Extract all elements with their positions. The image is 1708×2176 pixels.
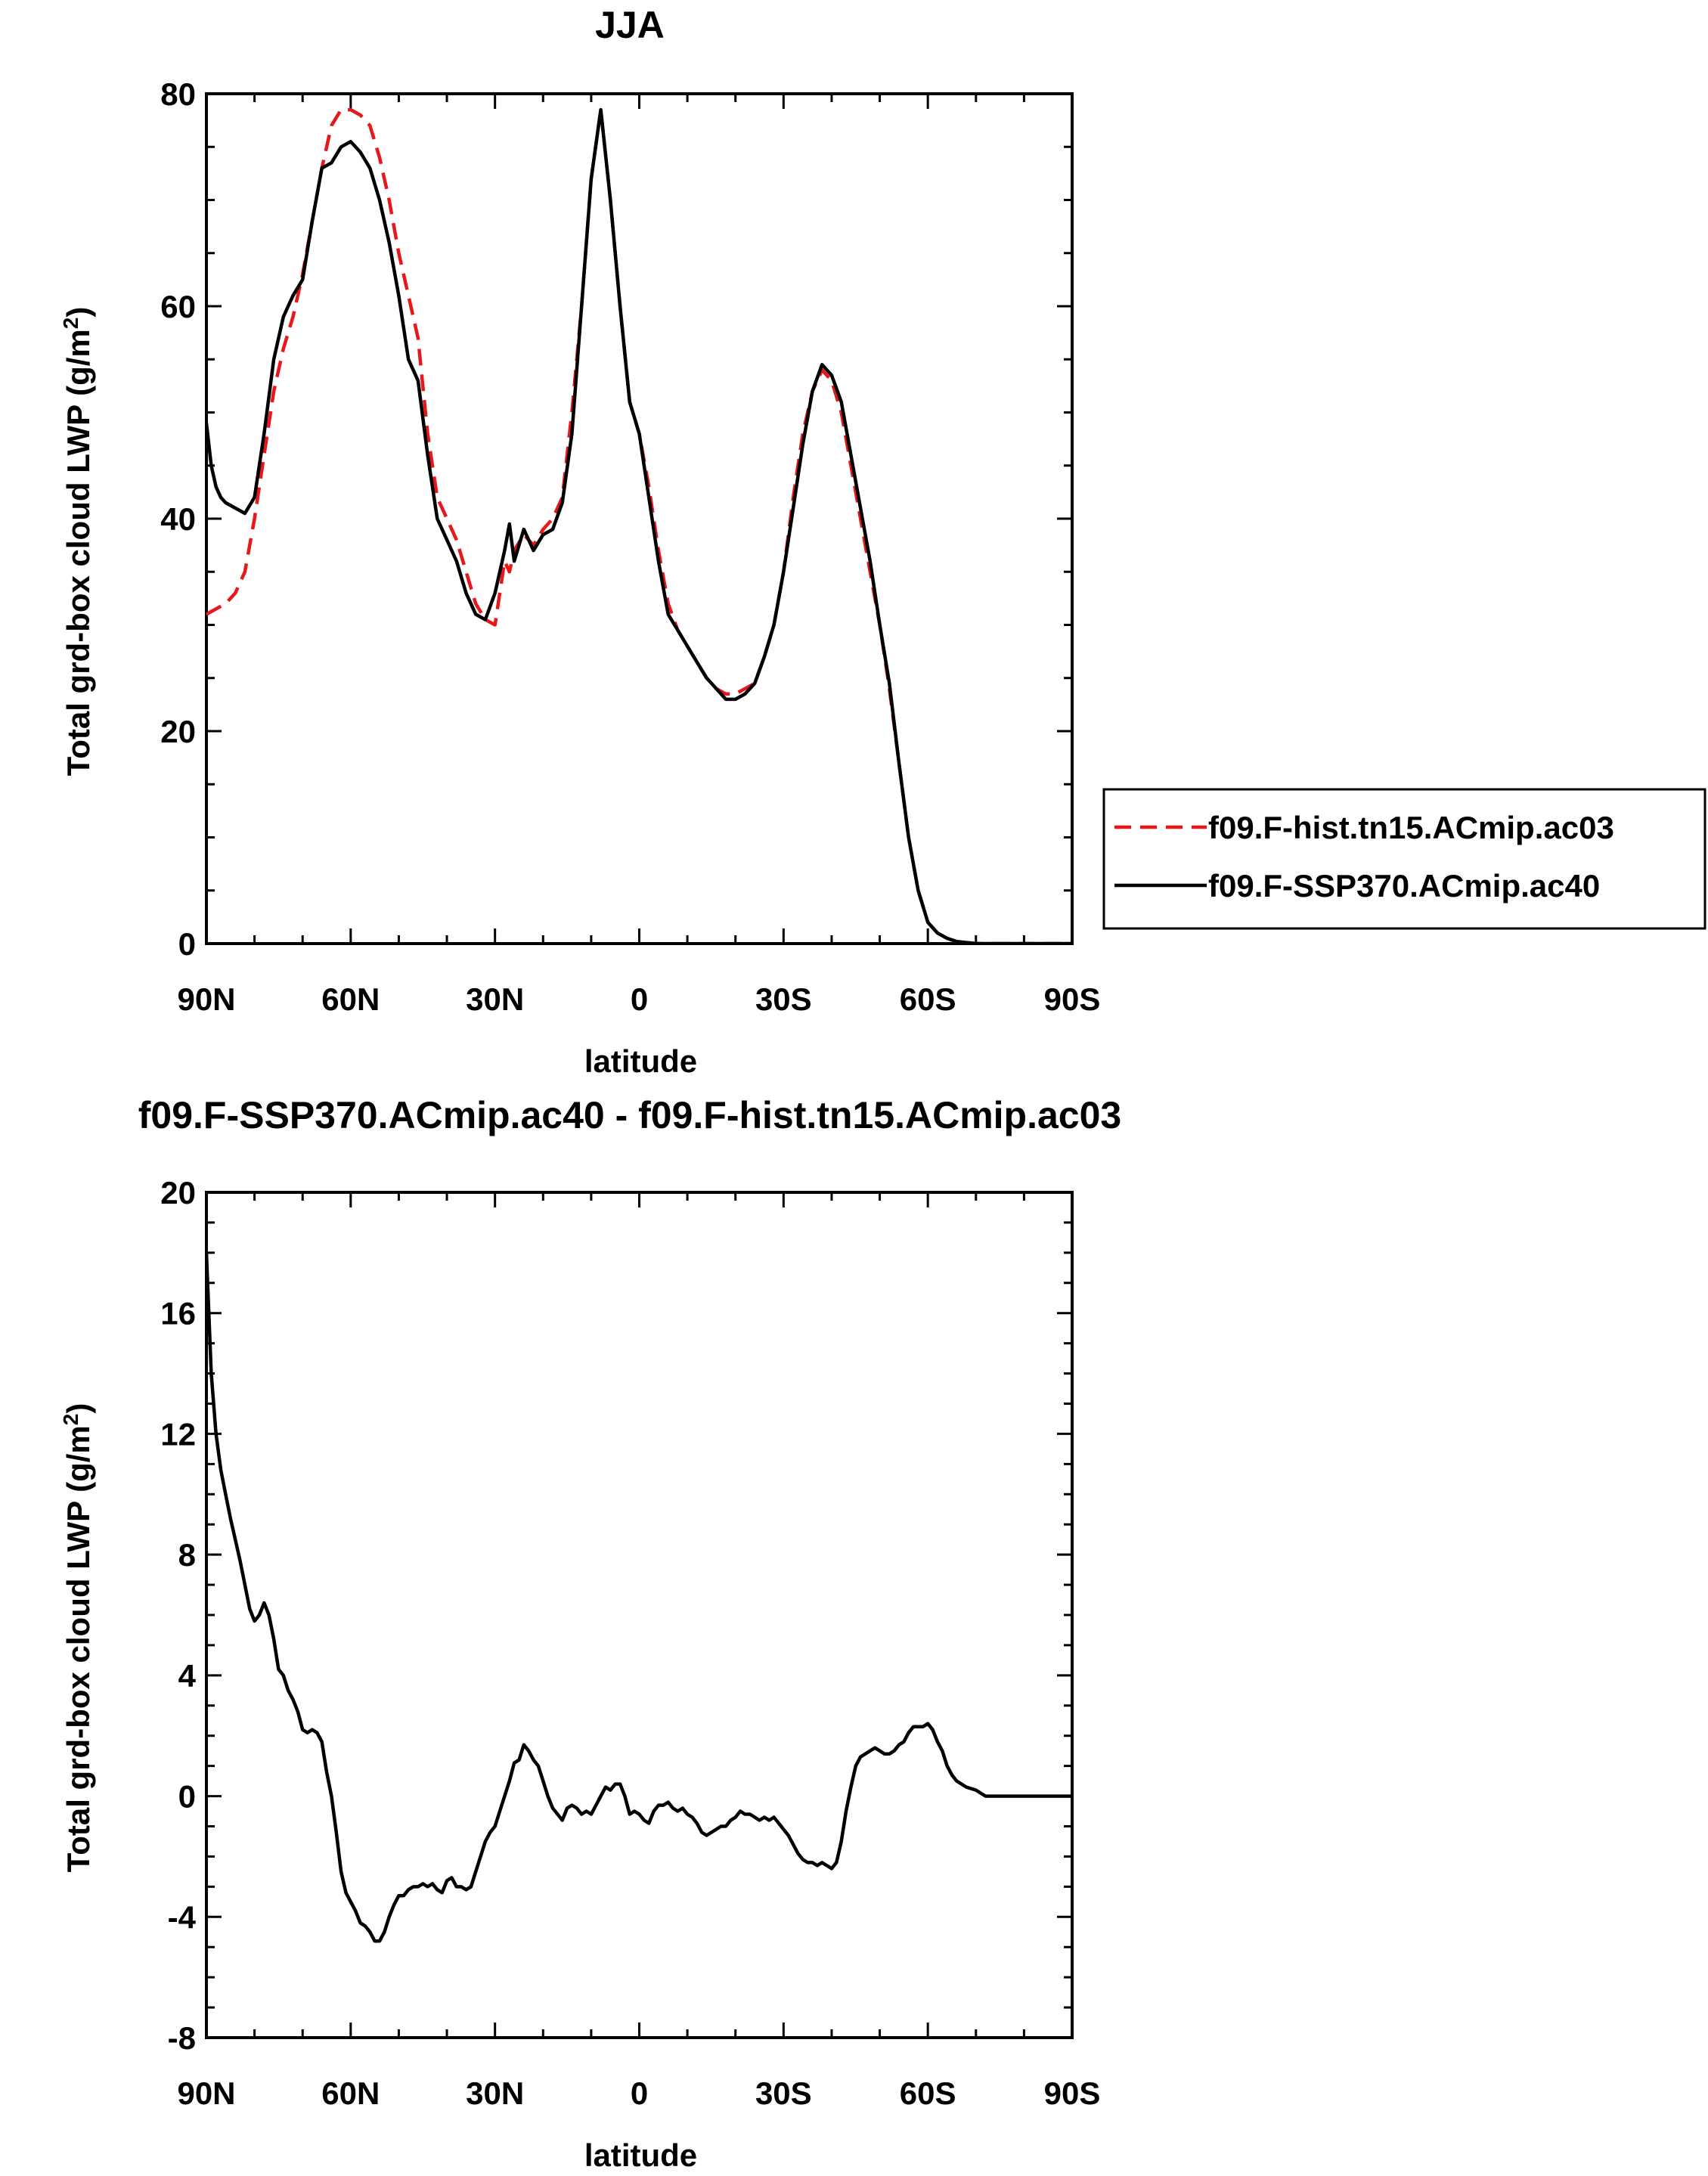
- y-tick-label: 8: [178, 1537, 196, 1573]
- y-axis-label-close: ): [60, 307, 96, 318]
- x-tick-label: 0: [631, 981, 648, 1017]
- y-tick-label: 0: [178, 1779, 196, 1815]
- y-tick-label: 4: [178, 1658, 197, 1694]
- series-line-1: [206, 107, 1072, 944]
- x-tick-label: 90N: [177, 2075, 235, 2111]
- x-tick-label: 60N: [321, 2075, 380, 2111]
- legend-label-1: f09.F-hist.tn15.ACmip.ac03: [1208, 810, 1614, 845]
- legend-label-2: f09.F-SSP370.ACmip.ac40: [1208, 868, 1600, 904]
- legend: f09.F-hist.tn15.ACmip.ac03 f09.F-SSP370.A…: [1102, 788, 1706, 930]
- y-axis-label: Total grd-box cloud LWP (g/m2): [59, 1403, 97, 1873]
- y-tick-label: -8: [168, 2020, 196, 2056]
- x-tick-label: 30N: [466, 2075, 524, 2111]
- x-tick-label: 30N: [466, 981, 524, 1017]
- chart-panel-2: f09.F-SSP370.ACmip.ac40 - f09.F-hist.tn1…: [59, 1094, 1122, 2173]
- chart-title: JJA: [595, 4, 665, 46]
- y-tick-label: 20: [160, 1175, 196, 1210]
- y-tick-label: -4: [168, 1899, 197, 1935]
- x-tick-label: 30S: [755, 981, 812, 1017]
- x-tick-label: 0: [631, 2075, 648, 2111]
- x-axis-label: latitude: [584, 2137, 697, 2173]
- chart-panel-1: JJA 90N 60N 30N 0 30S 60S 90S 0 20 40 60 80 latitude T…: [59, 4, 1706, 1079]
- y-tick-label: 12: [160, 1416, 196, 1452]
- y-axis-label-superscript: 2: [59, 318, 82, 330]
- plot-frame: [205, 92, 1074, 945]
- y-axis-label-main: Total grd-box cloud LWP (g/m: [60, 1425, 96, 1872]
- x-tick-label: 60S: [900, 981, 956, 1017]
- plot-frame: [205, 1191, 1074, 2039]
- y-tick-label: 0: [178, 926, 196, 962]
- x-tick-label: 90S: [1044, 2075, 1101, 2111]
- chart-title: f09.F-SSP370.ACmip.ac40 - f09.F-hist.tn1…: [138, 1094, 1121, 1136]
- x-tick-label: 60N: [321, 981, 380, 1017]
- x-tick-label: 30S: [755, 2075, 812, 2111]
- y-axis-label-main: Total grd-box cloud LWP (g/m: [60, 329, 96, 776]
- series-line-2: [206, 107, 1072, 944]
- y-axis-label: Total grd-box cloud LWP (g/m2): [59, 307, 97, 776]
- x-tick-label: 90S: [1044, 981, 1101, 1017]
- y-tick-label: 60: [160, 289, 196, 324]
- y-axis-label-close: ): [60, 1403, 96, 1414]
- x-axis-label: latitude: [584, 1043, 697, 1079]
- y-tick-label: 20: [160, 714, 196, 749]
- y-tick-label: 40: [160, 501, 196, 537]
- y-tick-label: 80: [160, 76, 196, 112]
- y-axis-label-superscript: 2: [59, 1414, 82, 1426]
- series-line-1: [206, 1252, 1072, 1943]
- y-tick-label: 16: [160, 1296, 196, 1331]
- x-tick-label: 90N: [177, 981, 235, 1017]
- x-tick-label: 60S: [900, 2075, 956, 2111]
- legend-box: [1102, 788, 1706, 930]
